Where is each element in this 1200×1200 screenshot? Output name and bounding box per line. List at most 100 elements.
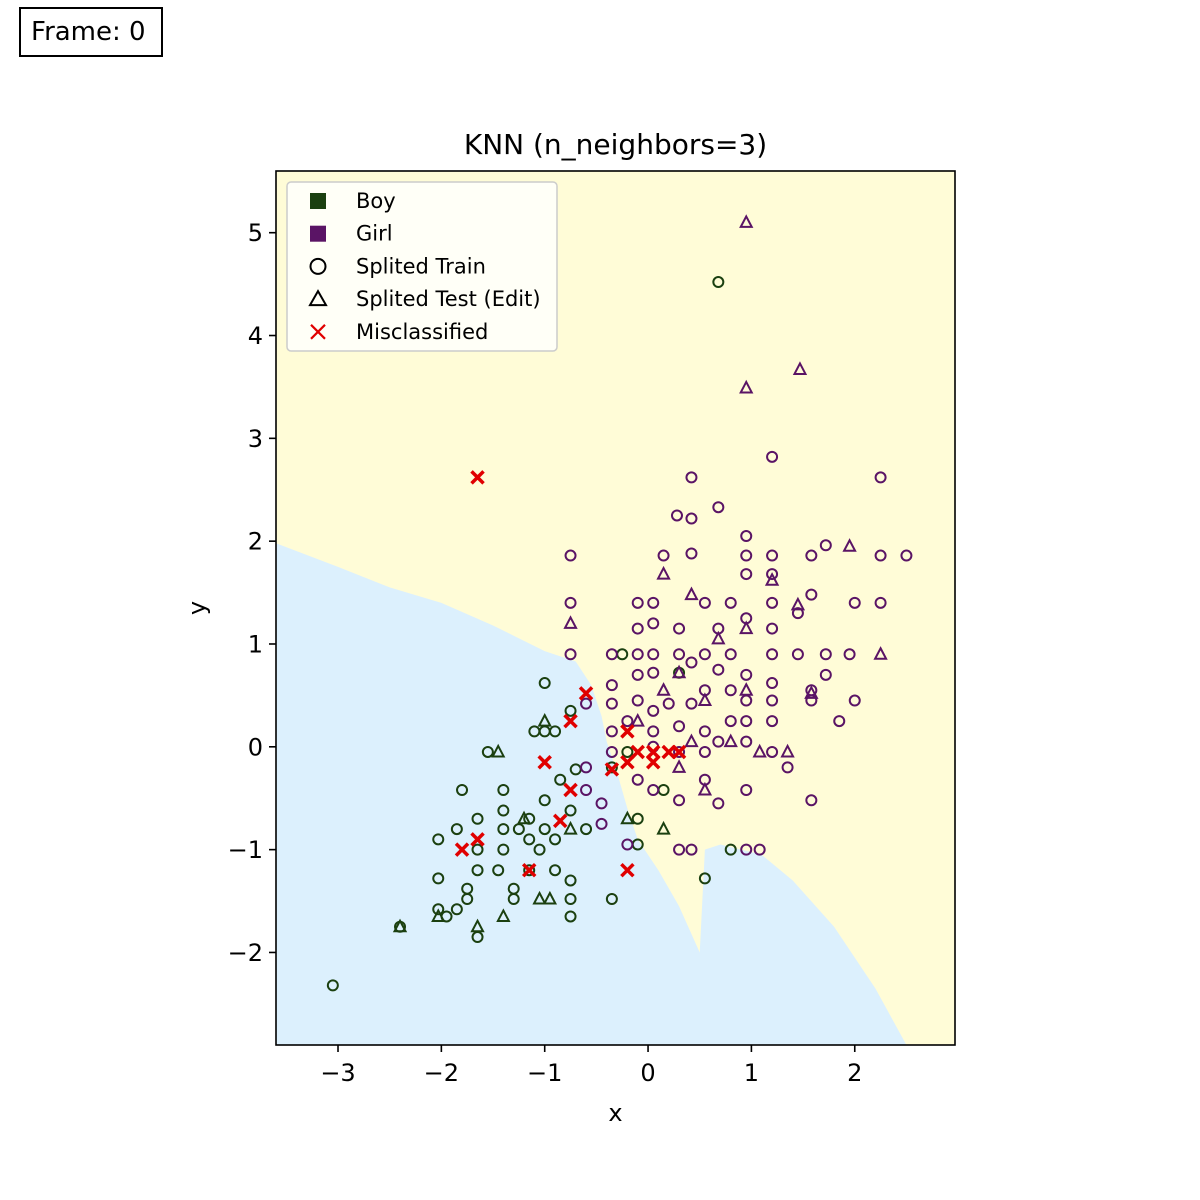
- boy-train-point: [450, 823, 463, 836]
- boy-train-point: [564, 804, 577, 817]
- x-tick-label: −2: [424, 1059, 459, 1087]
- x-tick-label: −3: [320, 1059, 355, 1087]
- girl-test-point: [630, 712, 645, 727]
- girl-train-point: [805, 588, 818, 601]
- misclassified-marker: [604, 762, 620, 777]
- boy-train-point: [450, 903, 463, 916]
- girl-train-point: [605, 745, 618, 758]
- girl-train-point: [698, 745, 711, 758]
- y-tick-label: −1: [228, 836, 263, 864]
- girl-train-point: [631, 648, 644, 661]
- girl-train-point: [662, 697, 675, 710]
- girl-test-point: [752, 743, 767, 758]
- girl-train-point: [647, 617, 660, 630]
- girl-train-point: [819, 648, 832, 661]
- boy-train-point: [554, 773, 567, 786]
- misclassified-marker: [620, 862, 635, 878]
- girl-train-point: [766, 677, 779, 690]
- x-tick-label: −1: [527, 1059, 562, 1087]
- boy-train-point: [549, 864, 562, 877]
- girl-test-point: [671, 759, 687, 773]
- legend-label: Boy: [356, 189, 396, 213]
- legend-marker-splited-test-edit: [308, 289, 328, 307]
- girl-train-point: [805, 794, 818, 807]
- boy-train-point: [497, 843, 510, 856]
- girl-test-point: [684, 733, 699, 748]
- y-tick-label: 4: [248, 322, 263, 350]
- legend-marker-girl: [310, 225, 326, 242]
- legend-label: Girl: [356, 222, 393, 246]
- misclassified-marker: [563, 713, 578, 729]
- girl-train-point: [685, 656, 698, 669]
- x-tick-label: 0: [640, 1059, 655, 1087]
- boy-train-point: [523, 864, 536, 877]
- boy-train-point: [432, 833, 445, 846]
- girl-train-point: [740, 668, 753, 681]
- frame-counter: Frame: 0: [19, 7, 163, 57]
- girl-train-point: [740, 715, 753, 728]
- boy-train-point: [605, 892, 618, 905]
- girl-test-point: [711, 630, 726, 645]
- misclassified-marker: [552, 813, 568, 829]
- girl-train-point: [740, 735, 753, 748]
- boy-train-point: [523, 833, 536, 846]
- boy-train-point: [564, 704, 577, 717]
- girl-train-point: [781, 761, 794, 774]
- girl-test-point: [563, 615, 578, 629]
- girl-test-point: [842, 538, 857, 552]
- legend-label: Splited Test (Edit): [356, 287, 541, 311]
- girl-test-point: [739, 682, 754, 696]
- chart-title: KNN (n_neighbors=3): [464, 128, 767, 161]
- girl-train-point: [766, 622, 779, 635]
- legend-label: Splited Train: [356, 254, 486, 278]
- girl-test-point: [764, 572, 780, 586]
- boy-train-point: [724, 843, 737, 856]
- girl-train-point: [605, 725, 618, 738]
- y-tick-label: 3: [248, 425, 263, 453]
- girl-train-point: [673, 745, 686, 758]
- girl-train-point: [605, 679, 618, 692]
- girl-train-point: [843, 648, 856, 661]
- misclassified-marker: [470, 470, 485, 485]
- y-axis: −2 −1 0 1 2 3 4 5: [228, 219, 276, 967]
- misclassified-marker: [645, 754, 661, 770]
- misclassified-marker: [630, 744, 645, 760]
- girl-train-point: [647, 783, 660, 796]
- x-tick-label: 2: [847, 1059, 862, 1087]
- boy-test-point: [392, 918, 408, 933]
- girl-train-point: [848, 596, 861, 609]
- y-tick-label: 2: [248, 528, 263, 556]
- boy-train-point: [538, 794, 551, 807]
- boy-train-point: [471, 864, 484, 877]
- boy-train-point: [507, 892, 520, 905]
- girl-train-point: [564, 549, 577, 562]
- boy-train-point: [456, 783, 469, 796]
- boy-test-point: [431, 908, 446, 922]
- girl-train-point: [874, 471, 887, 484]
- girl-train-point: [900, 549, 913, 562]
- boy-train-point: [471, 812, 484, 825]
- girl-train-point: [740, 530, 753, 543]
- girl-train-point: [805, 549, 818, 562]
- y-tick-label: −2: [228, 939, 263, 967]
- girl-test-point: [790, 596, 806, 611]
- boy-train-point: [533, 843, 546, 856]
- girl-train-point: [819, 539, 832, 552]
- boy-train-point: [549, 833, 562, 846]
- girl-train-point: [673, 843, 686, 856]
- data-points: [326, 214, 913, 992]
- girl-train-point: [698, 596, 711, 609]
- boy-test-point: [516, 810, 532, 825]
- girl-train-point: [874, 596, 887, 609]
- misclassified-marker: [454, 842, 470, 857]
- girl-train-point: [766, 715, 779, 728]
- girl-train-point: [657, 549, 670, 562]
- girl-test-point: [792, 361, 808, 375]
- girl-train-point: [766, 745, 779, 758]
- girl-train-point: [595, 817, 608, 830]
- girl-test-point: [739, 620, 754, 635]
- legend-label: Misclassified: [356, 320, 488, 344]
- girl-train-point: [685, 547, 698, 560]
- girl-train-point: [740, 549, 753, 562]
- boy-test-point: [496, 908, 511, 922]
